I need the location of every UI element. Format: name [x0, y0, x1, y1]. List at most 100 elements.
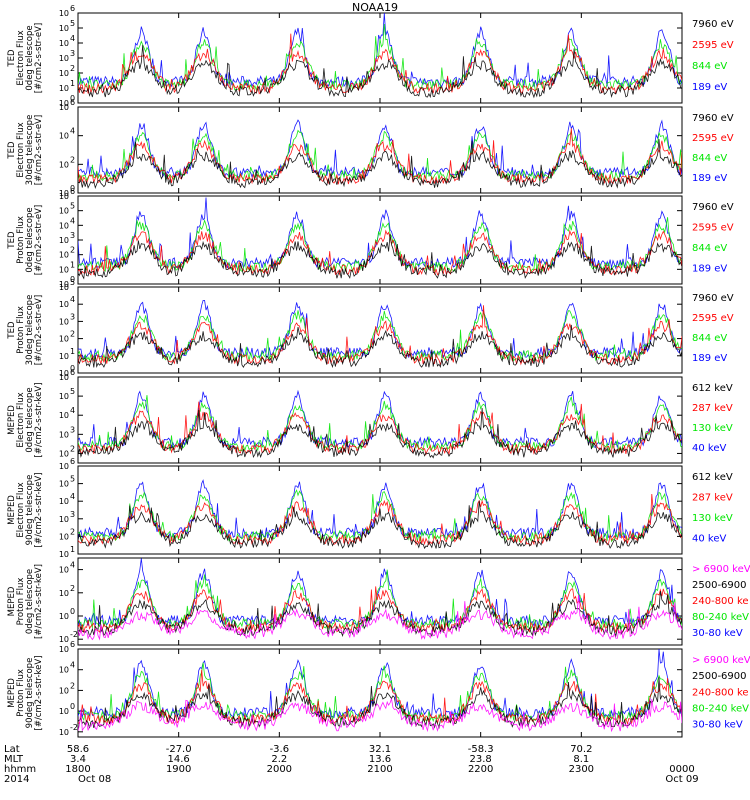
ytick-label: 10 — [59, 207, 69, 216]
series-line — [78, 13, 682, 88]
series-line — [78, 233, 682, 280]
legend-entry: 7960 eV — [692, 293, 734, 304]
legend-entry: 189 eV — [692, 353, 727, 364]
footer-mlt: 13.6 — [369, 754, 391, 765]
footer-lat: 70.2 — [570, 744, 592, 755]
legend-entry: 30-80 keV — [692, 720, 743, 731]
ytick-label: 10 — [59, 497, 69, 506]
y-axis-label-line: Electron Flux — [16, 392, 26, 447]
y-axis-label-line: [#/cm2-s-str-keV] — [34, 383, 44, 458]
series-line — [78, 591, 682, 638]
ytick-label: 10 — [59, 566, 69, 575]
series-traces — [78, 119, 682, 190]
ytick-label: 10 — [59, 462, 69, 471]
footer-hhmm: 1800 — [65, 764, 90, 775]
ytick-exponent: 6 — [70, 640, 75, 649]
ytick-exponent: 3 — [70, 49, 75, 58]
ytick-label: 10 — [59, 369, 69, 378]
y-axis-label-line: MEPED — [7, 678, 17, 708]
legend-entry: 844 eV — [692, 243, 727, 254]
ytick-exponent: 6 — [70, 4, 75, 13]
legend-entry: 189 eV — [692, 173, 727, 184]
footer-hhmm: 2000 — [267, 764, 292, 775]
ytick-label: 10 — [59, 160, 69, 169]
series-line — [78, 229, 682, 276]
ytick-label: 10 — [59, 392, 69, 401]
series-line — [78, 217, 682, 273]
y-axis-label-line: 90deg telescope — [25, 475, 35, 546]
legend-entry: 40 keV — [692, 534, 726, 545]
footer-hhmm: 1900 — [166, 764, 191, 775]
series-traces — [78, 479, 682, 550]
series-line — [78, 395, 682, 453]
legend-entry: 2595 eV — [692, 133, 734, 144]
legend-entry: 7960 eV — [692, 113, 734, 124]
ytick-exponent: 1 — [70, 260, 75, 269]
ytick-exponent: 6 — [70, 457, 75, 466]
series-line — [78, 197, 682, 270]
ytick-label: 10 — [59, 24, 69, 33]
series-line — [78, 324, 682, 369]
legend-entry: 612 keV — [692, 472, 733, 483]
series-traces — [78, 13, 682, 99]
series-traces — [78, 558, 682, 641]
ytick-exponent: 3 — [70, 425, 75, 434]
ytick-label: 10 — [59, 666, 69, 675]
ytick-label: 10 — [59, 189, 69, 198]
series-line — [78, 407, 682, 459]
legend-entry: 7960 eV — [692, 202, 734, 213]
panel-frame — [77, 195, 683, 285]
ytick-exponent: 4 — [70, 34, 75, 43]
ytick-exponent: 3 — [70, 312, 75, 321]
ytick-label: 10 — [59, 707, 69, 716]
footer-row-label: 2014 — [4, 774, 29, 785]
ytick-exponent: 0 — [70, 607, 75, 616]
y-axis-label-line: [#/cm2-s-str-keV] — [34, 656, 44, 731]
series-line — [78, 493, 682, 547]
figure-title: NOAA19 — [352, 1, 398, 14]
y-axis-label-line: Electron Flux — [16, 122, 26, 177]
ytick-exponent: 5 — [70, 202, 75, 211]
footer-lat: -27.0 — [166, 744, 192, 755]
ytick-exponent: 2 — [70, 584, 75, 593]
y-axis-label-line: [#/cm2-s-str-eV] — [34, 295, 44, 365]
legend-entry: 240-800 ke — [692, 687, 749, 698]
footer-hhmm: 2200 — [468, 764, 493, 775]
series-traces — [78, 300, 682, 369]
footer-mlt: 8.1 — [573, 754, 589, 765]
ytick-exponent: 2 — [70, 246, 75, 255]
footer-mlt: 23.8 — [470, 754, 492, 765]
y-axis-label-line: Proton Flux — [16, 306, 26, 354]
footer-lat: -58.3 — [468, 744, 494, 755]
ytick-label: 10 — [59, 430, 69, 439]
ytick-label: 10 — [59, 352, 69, 361]
series-traces — [78, 197, 682, 280]
legend-entry: 844 eV — [692, 61, 727, 72]
ytick-label: 10 — [59, 373, 69, 382]
ytick-label: 10 — [59, 221, 69, 230]
ytick-label: 10 — [59, 132, 69, 141]
series-line — [78, 649, 682, 719]
y-axis-label-line: [#/cm2-s-str-keV] — [34, 473, 44, 548]
footer-lat: 32.1 — [369, 744, 391, 755]
ytick-label: 10 — [59, 280, 69, 289]
ytick-exponent: 5 — [70, 387, 75, 396]
footer-mlt: 3.4 — [70, 754, 86, 765]
ytick-exponent: 1 — [70, 79, 75, 88]
ytick-exponent: 5 — [70, 19, 75, 28]
ytick-exponent: -2 — [70, 630, 78, 639]
ytick-label: 10 — [59, 411, 69, 420]
footer-mlt: 14.6 — [168, 754, 190, 765]
ytick-label: 10 — [59, 99, 69, 108]
ytick-exponent: 0 — [70, 94, 75, 103]
y-axis-label-line: 0deg telescope — [25, 25, 35, 90]
legend-entry: 844 eV — [692, 153, 727, 164]
legend-entry: 130 keV — [692, 513, 733, 524]
ytick-label: 10 — [59, 300, 69, 309]
ytick-exponent: 2 — [70, 527, 75, 536]
